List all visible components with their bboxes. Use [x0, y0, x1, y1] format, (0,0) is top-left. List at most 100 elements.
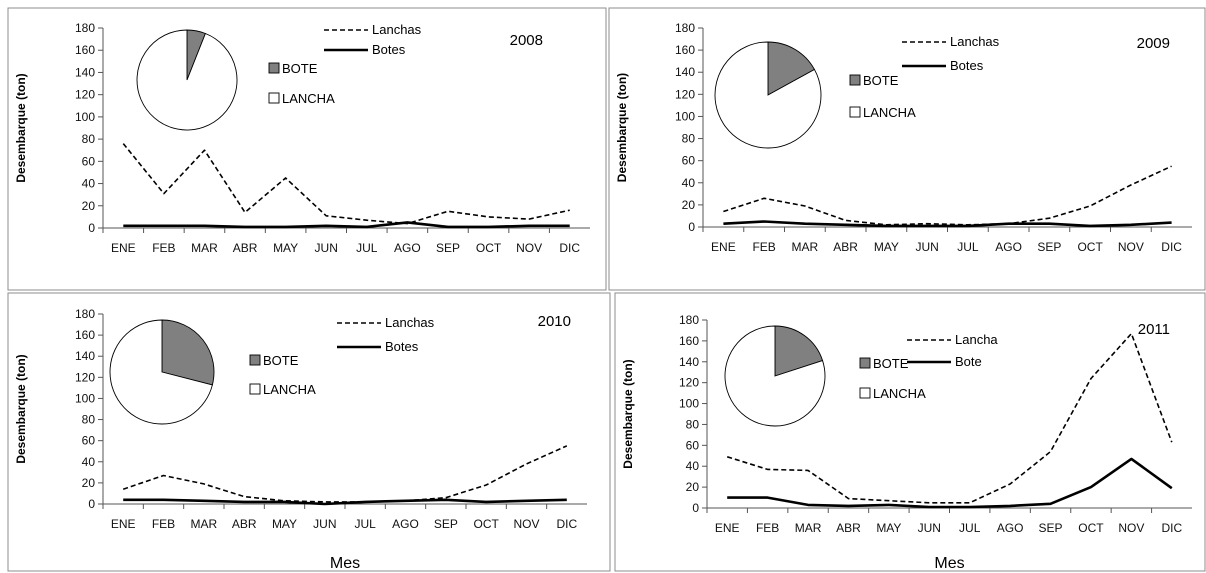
y-tick-label: 160 [75, 43, 95, 57]
y-tick-label: 180 [675, 21, 695, 35]
series-line-lanchas [122, 445, 568, 503]
x-tick-label: OCT [1077, 240, 1103, 254]
pie-legend-label-lancha: LANCHA [863, 105, 916, 120]
legend-label-lanchas: Lanchas [385, 315, 435, 330]
y-tick-label: 20 [686, 480, 700, 494]
pie-legend-swatch-bote [268, 62, 280, 74]
x-axis-title: Mes [330, 555, 360, 572]
x-tick-label: MAR [190, 517, 217, 531]
panel-frame [7, 7, 607, 291]
pie-legend-swatch-lancha [249, 383, 261, 395]
series-line-lanchas [723, 165, 1172, 226]
x-tick-label: ENE [111, 241, 136, 255]
x-tick-label: MAY [272, 517, 297, 531]
y-tick-label: 0 [88, 497, 95, 511]
series-line-botes [123, 221, 570, 229]
series-line-lancha [726, 332, 1173, 504]
y-tick-label: 40 [682, 176, 696, 190]
x-tick-label: FEB [756, 521, 779, 535]
y-tick-label: 0 [692, 501, 699, 515]
y-tick-label: 20 [82, 476, 96, 490]
pie-legend-swatch-lancha [859, 387, 871, 399]
y-tick-label: 180 [679, 313, 699, 327]
pie-legend-swatch-bote [859, 357, 871, 369]
legend-label-lancha: Lancha [955, 332, 998, 347]
pie-legend-swatch-lancha [268, 92, 280, 104]
y-tick-label: 20 [82, 199, 96, 213]
x-tick-label: FEB [152, 517, 175, 531]
x-tick-label: ABR [836, 521, 861, 535]
pie-slice-lancha [136, 29, 238, 131]
pie-legend-label-bote: BOTE [863, 73, 899, 88]
y-axis-title: Desembarque (ton) [621, 359, 635, 468]
panel-2010: 0 20 40 60 80 100 120 140 160 180 ENE FEB MAR ABR MAY J… [7, 292, 611, 572]
x-tick-label: OCT [473, 517, 499, 531]
legend-label-lanchas: Lanchas [372, 22, 422, 37]
panel-frame [608, 7, 1206, 291]
pie-legend-label-lancha: LANCHA [263, 382, 316, 397]
y-tick-label: 0 [88, 221, 95, 235]
legend-label-bote: Bote [955, 354, 982, 369]
y-tick-label: 80 [686, 417, 700, 431]
panel-2011: 0 20 40 60 80 100 120 140 160 180 ENE FEB MAR ABR MAY J… [614, 292, 1206, 572]
chart-year-label: 2008 [510, 32, 543, 49]
series-line-bote [727, 457, 1173, 509]
x-tick-label: MAR [795, 521, 822, 535]
y-tick-label: 100 [75, 110, 95, 124]
legend-label-botes: Botes [950, 58, 984, 73]
x-tick-label: JUN [918, 521, 941, 535]
x-axis-title: Mes [934, 555, 964, 572]
y-tick-label: 140 [675, 65, 695, 79]
y-tick-label: 100 [675, 109, 695, 123]
y-tick-label: 80 [682, 132, 696, 146]
x-tick-label: JUL [959, 521, 981, 535]
x-tick-label: NOV [513, 517, 539, 531]
y-tick-label: 120 [75, 88, 95, 102]
pie-legend-label-bote: BOTE [873, 356, 909, 371]
x-tick-label: OCT [476, 241, 502, 255]
panel-frame [614, 292, 1206, 572]
x-tick-label: MAR [792, 240, 819, 254]
y-axis-title: Desembarque (ton) [615, 73, 629, 182]
y-tick-label: 60 [82, 154, 96, 168]
panel-2008: 0 20 40 60 80 100 120 140 160 180 ENE FEB MAR ABR MAY J… [7, 7, 607, 291]
y-tick-label: 120 [675, 87, 695, 101]
x-tick-label: FEB [152, 241, 175, 255]
series-line-botes [123, 498, 567, 506]
pie-slice-lancha [714, 41, 822, 149]
y-axis-title: Desembarque (ton) [14, 354, 28, 463]
x-tick-label: DIC [559, 241, 580, 255]
x-tick-label: JUN [915, 240, 938, 254]
x-tick-label: ABR [232, 517, 257, 531]
y-tick-label: 60 [82, 434, 96, 448]
pie-legend-swatch-bote [249, 354, 261, 366]
pie-slice-lancha [724, 325, 826, 427]
chart-year-label: 2010 [538, 313, 571, 330]
x-tick-label: NOV [1118, 240, 1144, 254]
y-tick-label: 160 [679, 334, 699, 348]
panel-frame [7, 292, 611, 572]
x-tick-label: JUN [315, 241, 338, 255]
y-tick-label: 100 [679, 397, 699, 411]
y-tick-label: 60 [686, 438, 700, 452]
pie-slice-bote [161, 319, 215, 386]
x-tick-label: DIC [1161, 521, 1182, 535]
x-tick-label: MAY [876, 521, 901, 535]
pie-legend-swatch-bote [849, 74, 861, 86]
x-tick-label: MAY [273, 241, 298, 255]
x-tick-label: DIC [1161, 240, 1182, 254]
x-tick-label: ENE [111, 517, 136, 531]
x-tick-label: NOV [1118, 521, 1144, 535]
y-tick-label: 100 [75, 391, 95, 405]
y-tick-label: 160 [75, 328, 95, 342]
pie-legend-swatch-lancha [849, 106, 861, 118]
y-tick-label: 60 [682, 154, 696, 168]
pie-legend-label-bote: BOTE [263, 353, 299, 368]
pie-slice-bote [774, 325, 824, 377]
pie-legend-label-bote: BOTE [282, 61, 318, 76]
x-tick-label: SEP [1037, 240, 1061, 254]
series-line-botes [723, 220, 1172, 228]
series-line-lanchas [122, 143, 570, 225]
y-tick-label: 140 [75, 349, 95, 363]
